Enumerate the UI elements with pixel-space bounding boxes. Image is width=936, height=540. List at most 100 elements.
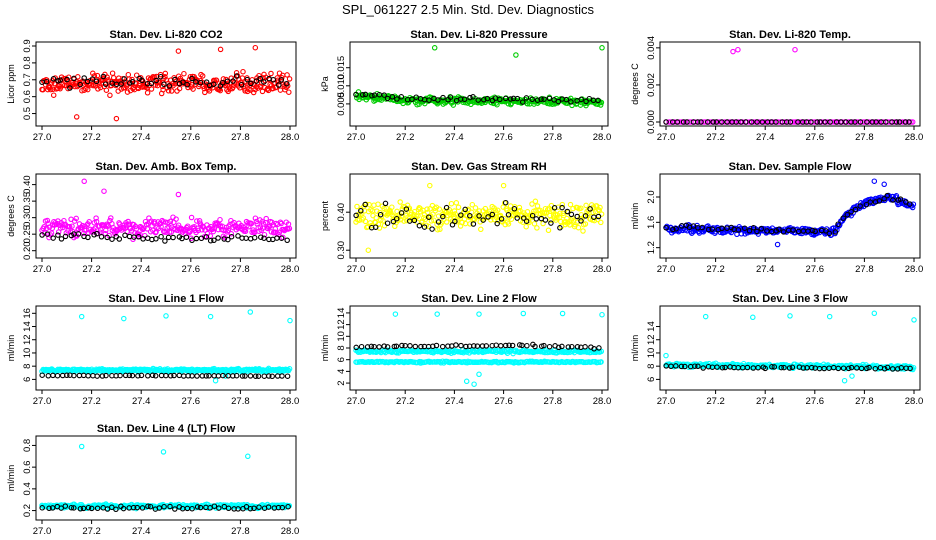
- data-point-hourly: [58, 505, 64, 511]
- data-point-hourly: [542, 217, 549, 223]
- data-point-hourly: [835, 221, 841, 227]
- x-tick-label: 27.6: [182, 132, 201, 143]
- y-tick-label: 0.8: [22, 439, 33, 452]
- data-point-hourly: [121, 76, 128, 82]
- y-tick-label: 8: [336, 345, 347, 350]
- data-point-all: [47, 86, 54, 93]
- x-tick-label: 28.0: [905, 132, 924, 143]
- data-point-hourly: [758, 226, 765, 232]
- data-point-hourly: [574, 344, 581, 350]
- data-point-all: [286, 502, 293, 509]
- data-point-hourly: [433, 342, 440, 349]
- panel-line3: Stan. Dev. Line 3 Flow 27.0 27.2 27.4 27.6 27…: [630, 293, 923, 407]
- data-point-all: [103, 227, 109, 234]
- data-point-hourly: [279, 373, 285, 379]
- data-point-hourly: [189, 75, 195, 82]
- data-point-all: [545, 227, 552, 234]
- data-point-hourly: [126, 233, 133, 240]
- data-point-hourly: [889, 366, 896, 372]
- points-layer: [39, 443, 293, 513]
- data-point-all: [860, 119, 866, 125]
- data-point-hourly: [233, 372, 240, 379]
- data-point-all: [597, 102, 604, 108]
- data-point-all: [133, 226, 140, 232]
- data-point-hourly: [255, 373, 262, 379]
- data-point-hourly: [393, 215, 400, 222]
- data-point-hourly: [152, 373, 159, 379]
- outlier-point: [212, 377, 219, 384]
- data-point-all: [124, 89, 131, 95]
- data-point-hourly: [498, 343, 504, 349]
- data-point-hourly: [678, 363, 685, 370]
- x-tick-label: 27.6: [182, 526, 201, 537]
- data-point-hourly: [284, 80, 290, 87]
- data-point-hourly: [694, 119, 701, 125]
- data-point-all: [276, 229, 283, 236]
- data-point-hourly: [663, 225, 669, 231]
- outlier-point: [78, 443, 85, 450]
- y-tick-label: 10: [336, 331, 347, 342]
- data-point-hourly: [381, 92, 387, 98]
- panel-title: Stan. Dev. Line 4 (LT) Flow: [97, 423, 236, 435]
- outlier-point: [774, 241, 781, 248]
- data-point-hourly: [265, 504, 272, 510]
- data-point-hourly: [564, 208, 571, 215]
- data-point-hourly: [876, 198, 883, 204]
- data-point-hourly: [582, 344, 588, 350]
- data-point-hourly: [77, 506, 84, 512]
- data-point-hourly: [161, 503, 167, 510]
- data-point-hourly: [474, 343, 481, 349]
- outlier-point: [871, 178, 878, 184]
- panel-line4: Stan. Dev. Line 4 (LT) Flow 27.0 27.2 27.4 2…: [6, 423, 299, 537]
- data-point-all: [482, 205, 489, 212]
- data-point-hourly: [91, 232, 97, 238]
- data-point-all: [494, 207, 501, 214]
- data-point-all: [424, 206, 430, 212]
- data-point-hourly: [568, 99, 574, 105]
- data-point-hourly: [394, 96, 400, 102]
- data-point-hourly: [546, 95, 553, 102]
- x-tick-label: 27.4: [756, 396, 775, 407]
- y-tick-label: 0.7: [22, 73, 33, 86]
- x-tick-label: 27.4: [756, 132, 775, 143]
- data-point-hourly: [118, 81, 124, 87]
- data-point-hourly: [475, 97, 481, 103]
- data-point-all: [124, 221, 130, 228]
- data-point-all: [50, 92, 57, 98]
- data-point-hourly: [399, 342, 405, 349]
- outlier-point: [663, 352, 669, 359]
- outlier-point: [559, 310, 566, 317]
- data-point-all: [252, 215, 259, 221]
- data-point-hourly: [194, 504, 201, 510]
- outlier-point: [365, 247, 372, 253]
- x-tick-label: 27.8: [855, 264, 874, 275]
- data-point-hourly: [443, 204, 450, 211]
- data-point-hourly: [523, 95, 530, 101]
- data-point-hourly: [157, 73, 164, 80]
- data-point-hourly: [39, 372, 45, 378]
- data-point-all: [168, 88, 175, 94]
- data-point-hourly: [270, 77, 277, 83]
- data-point-all: [181, 70, 187, 77]
- data-point-hourly: [135, 234, 142, 240]
- panel-line1: Stan. Dev. Line 1 Flow 27.0 27.2 27.4 27.6 27…: [6, 293, 299, 407]
- data-point-hourly: [548, 220, 554, 226]
- data-point-all: [157, 71, 164, 78]
- y-tick-label: 16: [22, 308, 33, 319]
- data-point-hourly: [149, 372, 156, 379]
- data-point-hourly: [787, 119, 794, 125]
- data-point-all: [910, 364, 917, 371]
- data-point-hourly: [368, 343, 375, 350]
- data-point-all: [380, 218, 386, 224]
- data-point-hourly: [148, 80, 155, 87]
- data-point-band2: [598, 359, 604, 365]
- data-point-all: [283, 84, 289, 91]
- panel-title: Stan. Dev. Li-820 Temp.: [729, 29, 851, 41]
- y-axis-label: ml/min: [630, 335, 640, 362]
- data-point-all: [534, 203, 541, 209]
- y-axis-label: degrees C: [6, 195, 16, 237]
- data-point-hourly: [80, 372, 87, 379]
- data-point-hourly: [440, 213, 446, 220]
- y-tick-label: 14: [336, 308, 347, 319]
